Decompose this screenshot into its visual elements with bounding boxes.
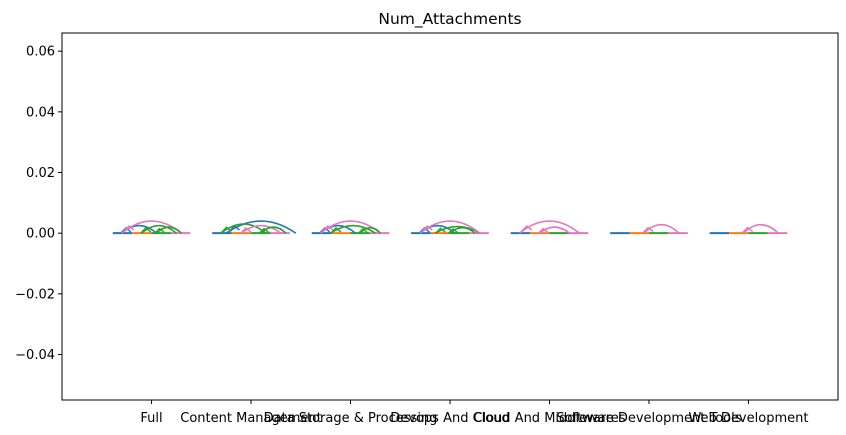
connection-arc [330, 224, 376, 234]
arc-arrowhead [537, 227, 549, 235]
arc-arrowhead [240, 227, 252, 234]
arc-arrowhead [322, 225, 334, 232]
arc-arrowhead [221, 226, 232, 233]
category-group [709, 223, 788, 235]
arc-arrowhead [742, 226, 754, 234]
connection-arc [359, 226, 381, 234]
plot-background [62, 33, 838, 400]
category-group [411, 220, 489, 235]
connection-arc [240, 224, 282, 234]
category-group [212, 220, 297, 235]
category-group [112, 220, 191, 235]
arc-arrowhead [258, 227, 270, 235]
y-tick-label: 0.04 [26, 105, 55, 120]
arc-arrowhead [154, 227, 165, 235]
arc-arrowhead [434, 227, 446, 234]
x-tick-label: Full [140, 411, 162, 426]
arc-arrowhead [330, 227, 342, 234]
category-group [311, 220, 390, 235]
connection-arc [519, 220, 580, 234]
arc-arrowhead [447, 227, 459, 235]
y-tick-label: 0.00 [26, 227, 55, 242]
y-tick-label: 0.06 [26, 45, 55, 60]
connection-arc [643, 223, 680, 234]
category-group [610, 223, 688, 235]
y-axis: −0.04 −0.02 0.00 0.02 0.04 0.06 [15, 45, 62, 363]
arc-arrowhead [418, 227, 430, 234]
connection-arc [539, 226, 570, 234]
connection-arc [141, 224, 177, 234]
arc-arrowhead [642, 226, 654, 234]
arc-arrowhead [120, 227, 132, 234]
x-tick-label: Cloud And Middlewares [473, 411, 625, 426]
arc-arrowhead [521, 225, 533, 232]
x-tick-label: Software Development Tools [556, 411, 741, 426]
x-tick-label: Data Storage & Processing [264, 411, 438, 426]
x-tick-label: Web Development [688, 411, 808, 426]
connection-arc [155, 226, 182, 234]
category-group [510, 220, 589, 235]
arc-arrowhead [357, 227, 369, 235]
connection-arc [449, 226, 476, 234]
chart-title: Num_Attachments [378, 10, 521, 29]
x-tick-label: Content Management [180, 411, 321, 426]
connection-arc [260, 226, 287, 234]
y-tick-label: −0.02 [15, 287, 55, 302]
arc-arrowhead [140, 227, 152, 234]
arc-arrowhead [319, 227, 331, 234]
x-tick-label: Devops And Cloud [390, 411, 509, 426]
y-tick-label: 0.02 [26, 166, 55, 181]
chart-marks [112, 220, 788, 235]
connection-arc [419, 220, 481, 234]
arc-arrowhead [421, 225, 433, 232]
plot-frame [61, 32, 839, 401]
y-tick-label: −0.04 [15, 348, 55, 363]
connection-arc [742, 223, 779, 234]
connection-arc [225, 220, 297, 234]
arc-arrowhead [123, 225, 135, 232]
